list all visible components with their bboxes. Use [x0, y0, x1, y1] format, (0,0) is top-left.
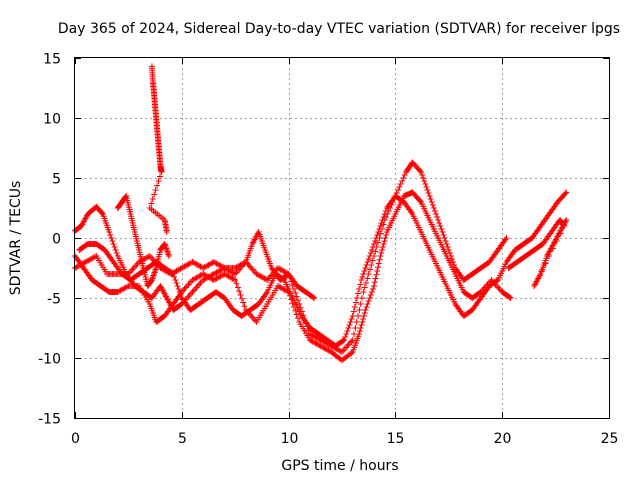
series-trace-e	[505, 217, 570, 289]
series-trace-c	[72, 159, 510, 355]
y-tick-label: 10	[43, 112, 61, 128]
x-tick-label: 25	[601, 431, 619, 447]
y-tick-label: 0	[52, 232, 61, 248]
y-axis-label: SDTVAR / TECUs	[8, 181, 24, 296]
series-trace-f	[114, 193, 172, 289]
ticks: 0 5 10 15 20 25 -15 -10 -5 0 5 10 15	[38, 52, 618, 448]
x-tick-label: 10	[281, 431, 299, 447]
data-point-markers	[76, 189, 570, 349]
data-point-markers	[114, 193, 172, 289]
plot-frame	[74, 57, 610, 419]
y-tick-label: 15	[43, 52, 61, 68]
y-tick-label: -15	[38, 412, 61, 428]
chart-title: Day 365 of 2024, Sidereal Day-to-day VTE…	[58, 21, 620, 37]
series-spike	[146, 63, 170, 235]
data-point-markers	[72, 159, 510, 355]
x-tick-label: 0	[71, 431, 80, 447]
y-tick-label: -5	[47, 292, 61, 308]
data-layer	[72, 63, 570, 364]
data-point-markers	[505, 217, 570, 289]
y-tick-label: -10	[38, 352, 61, 368]
series-trace-d	[76, 189, 570, 349]
x-axis-label: GPS time / hours	[281, 458, 398, 474]
y-tick-label: 5	[52, 172, 61, 188]
data-point-markers	[146, 63, 170, 235]
x-tick-label: 5	[178, 431, 187, 447]
x-tick-label: 15	[387, 431, 405, 447]
x-tick-label: 20	[494, 431, 512, 447]
